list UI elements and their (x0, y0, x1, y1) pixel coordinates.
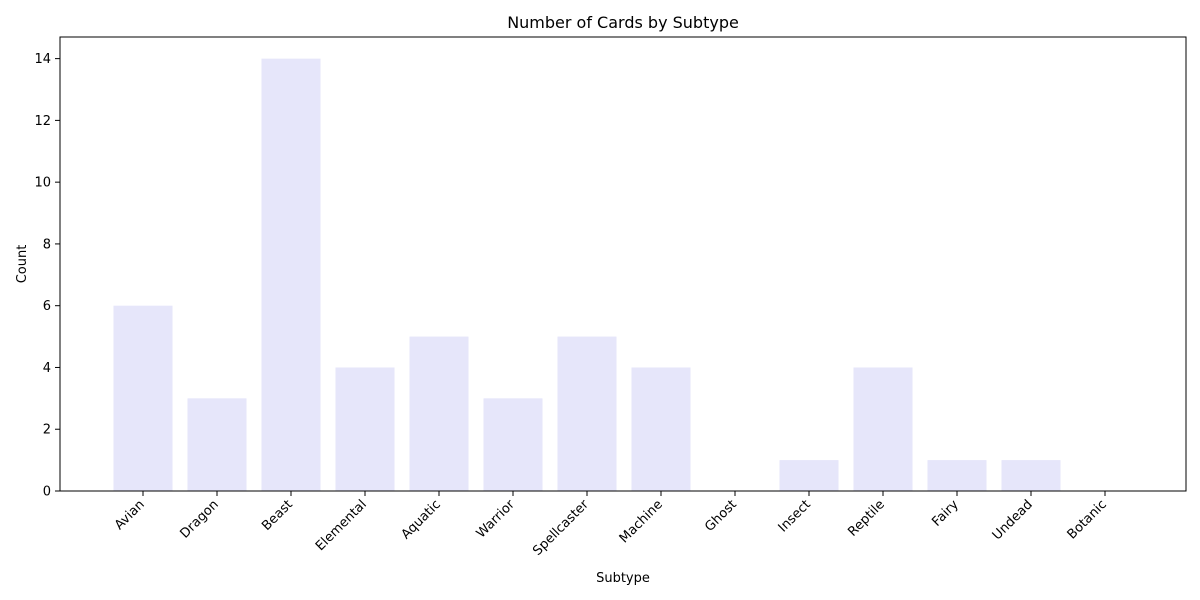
x-tick-label: Botanic (1065, 497, 1110, 542)
y-tick-label: 10 (34, 176, 51, 191)
bar-beast (261, 58, 321, 491)
x-tick-label: Aquatic (399, 497, 444, 542)
bar-undead (1001, 460, 1061, 491)
x-axis: Avian Dragon Beast Elemental Aquatic Warrior S… (112, 491, 1110, 559)
bar-fairy (927, 460, 987, 491)
x-tick-label: Avian (112, 497, 148, 533)
x-tick-label: Beast (259, 497, 296, 534)
y-tick-label: 4 (43, 361, 51, 376)
x-tick-label: Ghost (702, 497, 740, 535)
x-tick-label: Elemental (313, 497, 370, 554)
x-axis-label: Subtype (596, 571, 650, 586)
bar-reptile (853, 367, 913, 491)
x-tick-label: Warrior (474, 497, 519, 542)
bars-layer (113, 58, 1061, 491)
bar-machine (631, 367, 691, 491)
x-tick-label: Machine (617, 497, 666, 546)
x-tick-label: Spellcaster (530, 497, 592, 559)
bar-avian (113, 305, 173, 491)
y-axis: 0 2 4 6 8 10 12 14 (34, 52, 60, 500)
bar-warrior (483, 398, 543, 491)
bar-spellcaster (557, 336, 617, 491)
x-tick-label: Undead (990, 497, 1036, 543)
y-tick-label: 0 (43, 485, 51, 500)
y-tick-label: 12 (34, 114, 51, 129)
bar-dragon (187, 398, 247, 491)
y-tick-label: 6 (43, 299, 51, 314)
y-tick-label: 2 (43, 423, 51, 438)
bar-aquatic (409, 336, 469, 491)
chart-title: Number of Cards by Subtype (507, 13, 739, 32)
y-tick-label: 14 (34, 52, 51, 67)
plot-frame (59, 36, 1187, 492)
x-tick-label: Dragon (177, 497, 221, 541)
y-tick-label: 8 (43, 237, 51, 252)
x-tick-label: Insect (776, 497, 814, 535)
x-tick-label: Fairy (929, 497, 962, 530)
bar-elemental (335, 367, 395, 491)
x-tick-label: Reptile (845, 497, 887, 539)
y-axis-label: Count (15, 245, 30, 284)
bar-insect (779, 460, 839, 491)
